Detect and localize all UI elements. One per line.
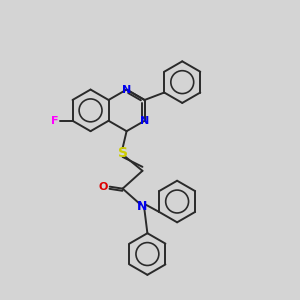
Text: N: N: [137, 200, 148, 213]
Text: N: N: [122, 85, 131, 94]
Text: N: N: [140, 116, 149, 126]
Text: F: F: [51, 116, 59, 126]
Text: O: O: [98, 182, 107, 192]
Text: S: S: [118, 146, 128, 160]
